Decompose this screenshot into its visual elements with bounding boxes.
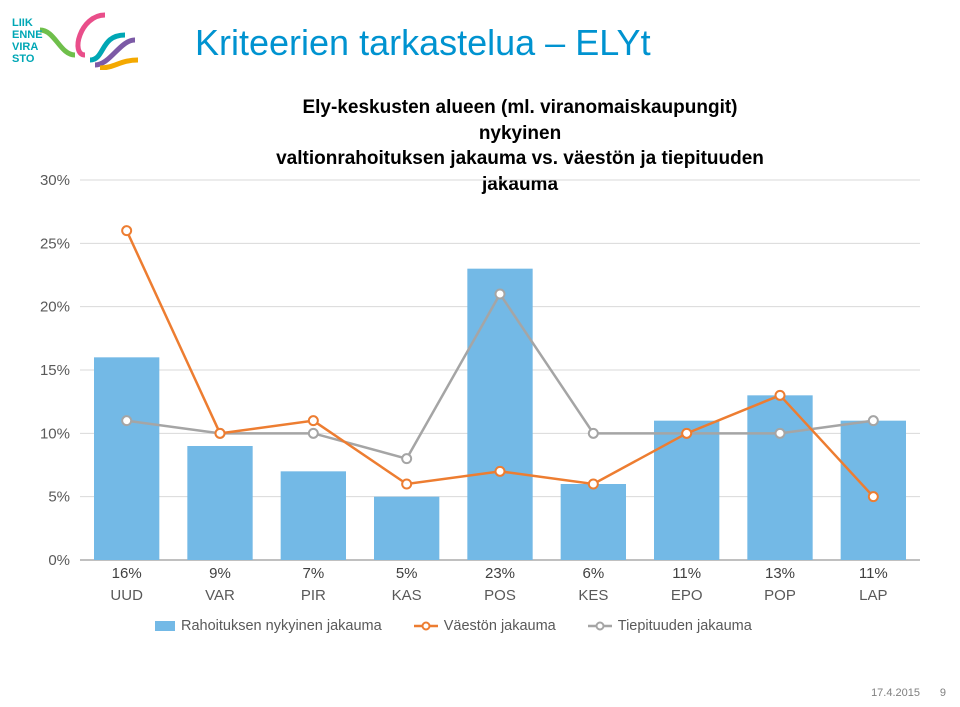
legend-label-3: Tiepituuden jakauma [618,618,752,634]
chart-bar [561,484,626,560]
series-vaeston-marker [216,429,225,438]
series-vaeston-marker [869,492,878,501]
chart-bar [187,446,252,560]
legend-item-bar: Rahoituksen nykyinen jakauma [155,618,382,634]
chart-bar [841,421,906,560]
footer-date: 17.4.2015 [871,687,920,699]
y-axis-tick-label: 15% [40,362,70,379]
chart-bar [467,269,532,560]
category-label: UUD [110,587,143,604]
chart-bar [374,497,439,560]
bar-value-label: 23% [485,565,515,582]
category-label: POP [764,587,796,604]
legend-label-1: Rahoituksen nykyinen jakauma [181,618,382,634]
y-axis-tick-label: 25% [40,235,70,252]
legend-item-line-2: Väestön jakauma [414,618,556,634]
series-tiepituuden-marker [869,416,878,425]
y-axis-tick-label: 5% [48,489,70,506]
category-label: POS [484,587,516,604]
category-label: KAS [392,587,422,604]
subtitle-line-1: Ely-keskusten alueen (ml. viranomaiskaup… [302,97,737,144]
series-tiepituuden-marker [309,429,318,438]
series-vaeston-marker [589,480,598,489]
svg-text:VIRA: VIRA [12,41,38,53]
series-vaeston-marker [496,467,505,476]
svg-text:STO: STO [12,53,35,65]
page-title: Kriteerien tarkastelua – ELYt [195,22,651,64]
legend-swatch-line-2 [414,620,438,632]
chart-bar [281,471,346,560]
series-tiepituuden-marker [776,429,785,438]
category-label: LAP [859,587,887,604]
legend-label-2: Väestön jakauma [444,618,556,634]
chart-legend: Rahoituksen nykyinen jakauma Väestön jak… [155,618,835,634]
series-vaeston-marker [776,391,785,400]
legend-swatch-bar [155,621,175,631]
svg-text:ENNE: ENNE [12,29,43,41]
brand-logo: LIIK ENNE VIRA STO [10,10,140,70]
chart-bar [654,421,719,560]
y-axis-tick-label: 0% [48,552,70,569]
bar-value-label: 6% [582,565,604,582]
category-label: KES [578,587,608,604]
bar-value-label: 5% [396,565,418,582]
series-tiepituuden-marker [402,454,411,463]
legend-item-line-3: Tiepituuden jakauma [588,618,752,634]
category-label: VAR [205,587,235,604]
bar-value-label: 9% [209,565,231,582]
bar-value-label: 16% [112,565,142,582]
y-axis-tick-label: 30% [40,172,70,189]
svg-text:LIIK: LIIK [12,17,33,29]
category-label: EPO [671,587,703,604]
bar-value-label: 7% [302,565,324,582]
legend-swatch-line-3 [588,620,612,632]
series-vaeston-marker [309,416,318,425]
category-label: PIR [301,587,326,604]
chart-bar [94,357,159,560]
bar-value-label: 13% [765,565,795,582]
y-axis-tick-label: 20% [40,299,70,316]
chart-area: 0% 5% 10% 15% 20% 25% 30% 16% UUD 9% VAR 7% PIR 5% KAS… [30,170,930,610]
series-tiepituuden-marker [589,429,598,438]
bar-value-label: 11% [859,565,888,582]
footer-page-number: 9 [940,687,946,699]
series-vaeston-marker [122,226,131,235]
series-vaeston-marker [402,480,411,489]
bar-value-label: 11% [672,565,701,582]
series-vaeston-marker [682,429,691,438]
y-axis-tick-label: 10% [40,425,70,442]
series-tiepituuden-marker [122,416,131,425]
subtitle-line-2: valtionrahoituksen jakauma vs. väestön j… [276,148,764,169]
series-tiepituuden-marker [496,290,505,299]
